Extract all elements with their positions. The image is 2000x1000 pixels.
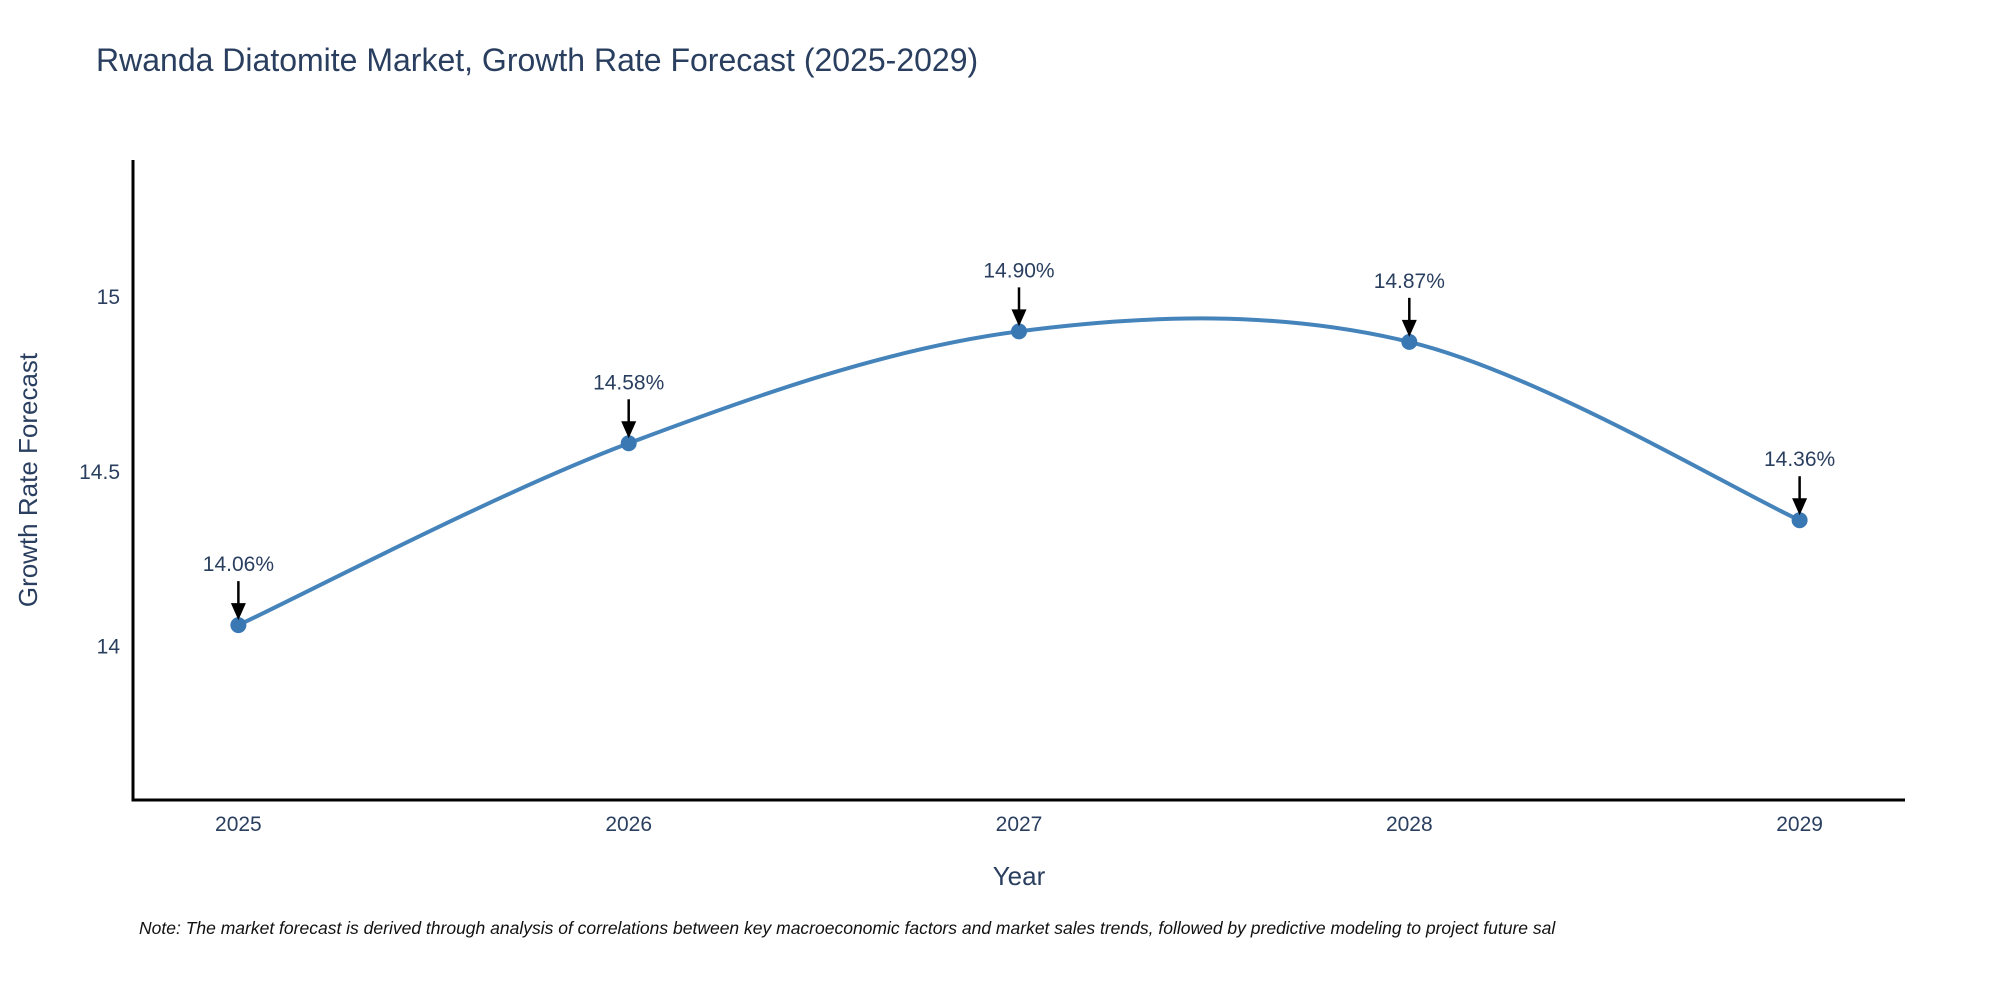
annotation-arrowhead <box>1011 309 1027 327</box>
y-tick-label: 14.5 <box>79 461 120 484</box>
y-tick-label: 14 <box>97 636 121 659</box>
annotation-label: 14.87% <box>1374 270 1445 293</box>
annotation-label: 14.36% <box>1764 448 1835 471</box>
annotation-arrowhead <box>1401 319 1417 337</box>
x-tick-label: 2029 <box>1776 813 1823 836</box>
annotation-arrowhead <box>1792 498 1808 516</box>
data-point-marker <box>1401 333 1418 350</box>
footnote: Note: The market forecast is derived thr… <box>139 918 1556 938</box>
series-line <box>236 316 1802 628</box>
annotation-label: 14.06% <box>203 553 274 576</box>
annotation-label: 14.90% <box>983 259 1054 282</box>
chart-title: Rwanda Diatomite Market, Growth Rate For… <box>96 42 979 78</box>
y-tick-label: 15 <box>97 286 120 309</box>
x-tick-label: 2026 <box>605 813 652 836</box>
annotation-label: 14.58% <box>593 371 664 394</box>
data-point-marker <box>1011 323 1027 340</box>
x-tick-label: 2028 <box>1386 813 1433 836</box>
annotation-arrowhead <box>230 603 246 621</box>
x-tick-label: 2027 <box>996 813 1043 836</box>
annotation-arrowhead <box>621 421 637 439</box>
data-point-marker <box>620 435 637 452</box>
data-point-marker <box>230 617 247 634</box>
x-tick-label: 2025 <box>215 813 262 836</box>
data-point-marker <box>1791 512 1808 529</box>
x-axis-title: Year <box>992 861 1046 891</box>
